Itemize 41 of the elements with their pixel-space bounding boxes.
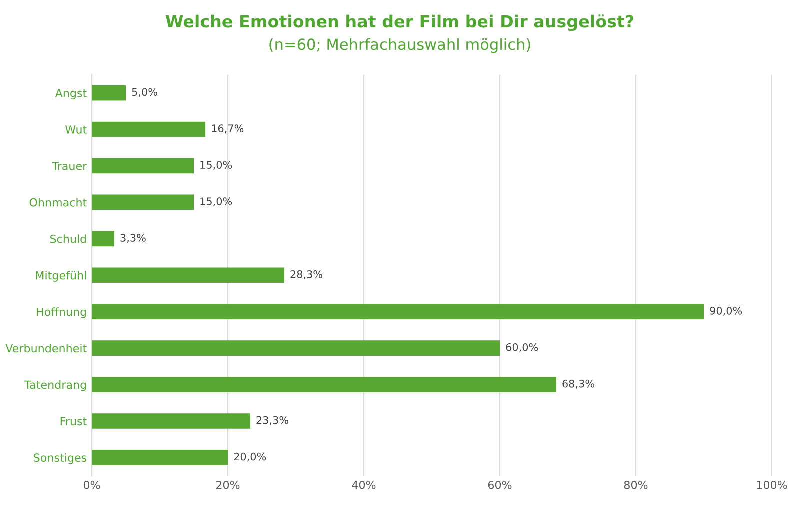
y-tick-label: Wut — [66, 126, 87, 134]
bar — [92, 340, 500, 356]
data-label: 28,3% — [290, 270, 323, 280]
bar — [92, 231, 114, 247]
chart-subtitle: (n=60; Mehrfachauswahl möglich) — [270, 38, 530, 54]
bar — [92, 85, 126, 101]
data-label: 3,3% — [120, 234, 146, 243]
data-label: 60,0% — [506, 343, 538, 352]
bar — [92, 122, 206, 138]
bar — [92, 377, 556, 392]
x-tick-label: 40% — [352, 480, 376, 490]
chart-title: Welche Emotionen hat der Film bei Dir ausgelöst? — [166, 14, 634, 32]
y-tick-label: Trauer — [52, 162, 88, 170]
x-tick-label: 0% — [84, 480, 100, 490]
data-label: 15,0% — [200, 161, 232, 170]
x-tick-label: 100% — [757, 480, 788, 490]
bar — [92, 194, 194, 210]
bar — [92, 414, 250, 429]
data-label: 5,0% — [132, 88, 158, 98]
data-label: 90,0% — [710, 306, 742, 316]
x-tick-label: 20% — [216, 480, 240, 490]
x-tick-label: 80% — [624, 480, 648, 490]
data-label: 15,0% — [200, 198, 232, 207]
bar — [92, 268, 284, 284]
y-tick-label: Tatendrang — [24, 380, 86, 392]
data-label: 20,0% — [234, 452, 266, 462]
y-tick-label: Ohnmacht — [30, 198, 87, 207]
bar — [92, 450, 228, 466]
y-tick-label: Verbundenheit — [6, 344, 87, 353]
data-label: 68,3% — [562, 380, 595, 389]
x-tick-label: 60% — [488, 480, 512, 490]
y-tick-label: Sonstiges — [34, 453, 87, 464]
y-tick-label: Frust — [60, 417, 87, 426]
y-tick-label: Schuld — [50, 234, 86, 244]
y-tick-label: Mitgefühl — [36, 271, 86, 282]
data-label: 23,3% — [256, 416, 289, 426]
y-tick-label: Angst — [55, 89, 87, 100]
bar — [92, 304, 704, 320]
data-label: 16,7% — [212, 124, 244, 134]
bar — [92, 158, 194, 174]
y-tick-label: Hoffnung — [37, 308, 86, 318]
